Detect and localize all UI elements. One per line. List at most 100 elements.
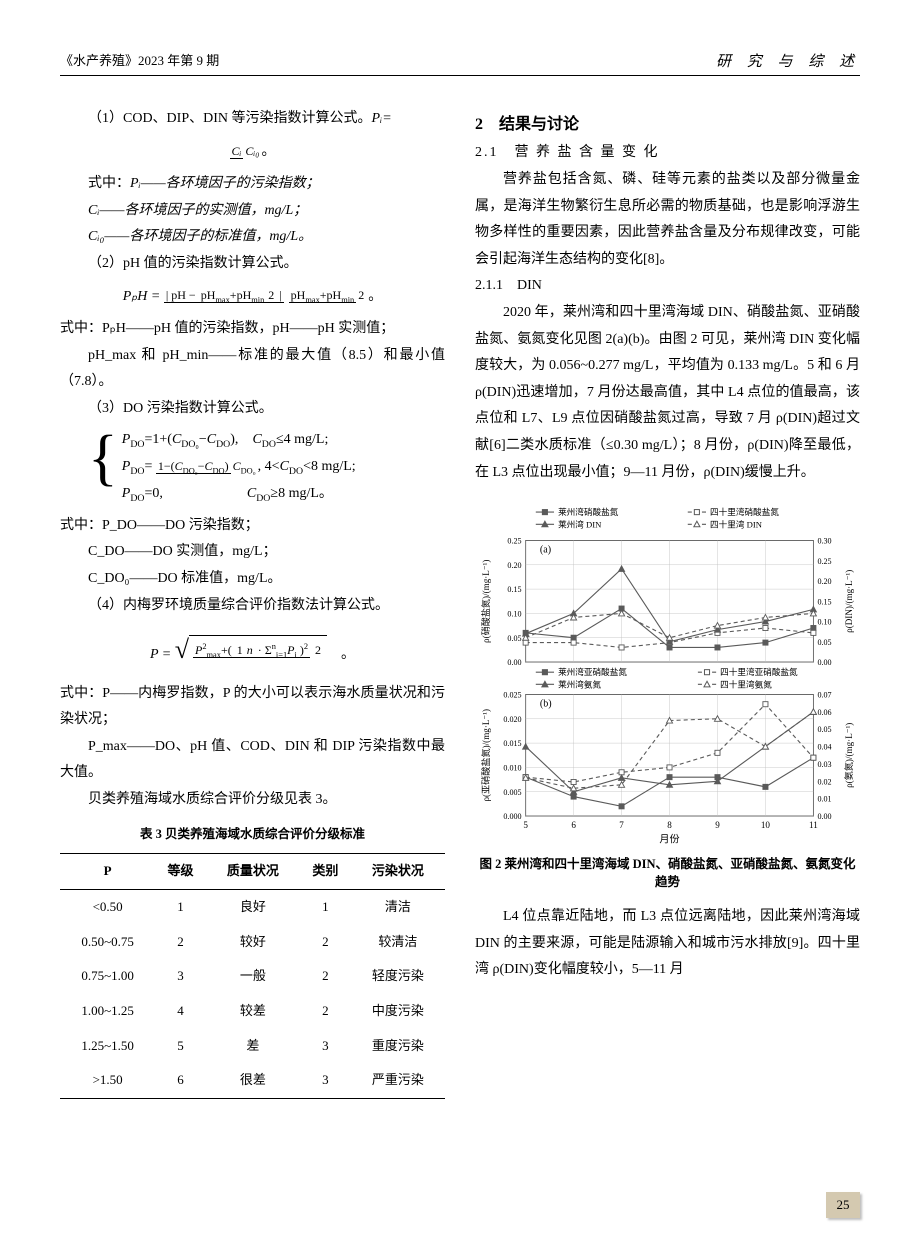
- svg-text:5: 5: [523, 820, 528, 830]
- table-cell: 0.75~1.00: [60, 959, 155, 994]
- formula-pph: PₚH = | pH − pHmax+pHmin2 | pHmax+pHmin2…: [60, 284, 445, 311]
- th-grade: 等级: [155, 854, 206, 890]
- table-cell: 严重污染: [351, 1063, 445, 1098]
- def-p: 式中：P——内梅罗指数，P 的大小可以表示海水质量状况和污染状况；: [60, 681, 445, 734]
- svg-text:四十里湾亚硝酸盐氮: 四十里湾亚硝酸盐氮: [720, 666, 798, 677]
- defs-block-1: 式中：Pᵢ——各环境因子的污染指数；: [60, 171, 445, 198]
- svg-text:0.010: 0.010: [503, 764, 521, 773]
- svg-text:0.15: 0.15: [817, 597, 831, 606]
- svg-text:7: 7: [619, 820, 624, 830]
- table-cell: <0.50: [60, 889, 155, 924]
- table-cell: 轻度污染: [351, 959, 445, 994]
- svg-text:(b): (b): [540, 699, 552, 710]
- table-3-lead: 贝类养殖海域水质综合评价分级见表 3。: [60, 787, 445, 814]
- svg-text:莱州湾亚硝酸盐氮: 莱州湾亚硝酸盐氮: [558, 666, 627, 677]
- table-cell: 5: [155, 1029, 206, 1064]
- svg-text:0.06: 0.06: [817, 708, 831, 717]
- table-cell: 3: [300, 1063, 351, 1098]
- svg-text:0.25: 0.25: [817, 557, 831, 566]
- svg-text:0.00: 0.00: [817, 658, 831, 667]
- def-phmaxmin: pH_max 和 pH_min——标准的最大值（8.5）和最小值（7.8）。: [60, 343, 445, 396]
- svg-text:9: 9: [715, 820, 720, 830]
- table-cell: 3: [155, 959, 206, 994]
- def-cdo0: C_DO₀——DO 标准值，mg/L。: [60, 566, 445, 593]
- table-cell: 较差: [206, 994, 300, 1029]
- figure-2: 莱州湾硝酸盐氮四十里湾硝酸盐氮莱州湾 DIN四十里湾 DIN0.000.050.…: [475, 504, 860, 848]
- svg-text:莱州湾硝酸盐氮: 莱州湾硝酸盐氮: [558, 506, 619, 517]
- svg-text:ρ(硝酸盐氮)/(mg·L⁻¹): ρ(硝酸盐氮)/(mg·L⁻¹): [480, 560, 491, 643]
- th-class: 类别: [300, 854, 351, 890]
- def-ci: Cᵢ——各环境因子的实测值，mg/L；: [60, 198, 445, 225]
- svg-text:(a): (a): [540, 545, 551, 556]
- table-cell: 较清洁: [351, 925, 445, 960]
- svg-text:0.20: 0.20: [817, 577, 831, 586]
- svg-text:0.10: 0.10: [507, 610, 521, 619]
- svg-text:月份: 月份: [659, 833, 679, 845]
- section-2-head: 2 结果与讨论: [475, 110, 860, 140]
- def-pmax: P_max——DO、pH 值、COD、DIN 和 DIP 污染指数中最大值。: [60, 734, 445, 787]
- section-name: 研 究 与 综 述: [716, 50, 860, 71]
- page-number: 25: [826, 1192, 860, 1218]
- page-header: 《水产养殖》2023 年第 9 期 研 究 与 综 述: [60, 50, 860, 76]
- svg-text:ρ(亚硝酸盐氮)/(mg·L⁻¹): ρ(亚硝酸盐氮)/(mg·L⁻¹): [480, 709, 491, 802]
- formula-pdo-cases: { PDO=1+(CDO₀−CDO), CDO≤4 mg/L; PDO= 1−(…: [88, 427, 445, 509]
- svg-text:11: 11: [809, 820, 818, 830]
- case-3: PDO=0, CDO≥8 mg/L。: [122, 481, 356, 508]
- section-2-1-head: 2.1 营 养 盐 含 量 变 化: [475, 140, 860, 167]
- svg-text:0.30: 0.30: [817, 537, 831, 546]
- th-p: P: [60, 854, 155, 890]
- table-cell: 很差: [206, 1063, 300, 1098]
- table-cell: 1.25~1.50: [60, 1029, 155, 1064]
- table-row: 0.50~0.752较好2较清洁: [60, 925, 445, 960]
- table-row: >1.506很差3严重污染: [60, 1063, 445, 1098]
- svg-text:10: 10: [761, 820, 771, 830]
- svg-text:6: 6: [571, 820, 576, 830]
- journal-issue: 《水产养殖》2023 年第 9 期: [60, 50, 219, 71]
- th-pollution: 污染状况: [351, 854, 445, 890]
- def-pdo: 式中：P_DO——DO 污染指数；: [60, 513, 445, 540]
- table-row: 1.25~1.505差3重度污染: [60, 1029, 445, 1064]
- left-brace-icon: {: [88, 427, 118, 509]
- figure-2-svg: 莱州湾硝酸盐氮四十里湾硝酸盐氮莱州湾 DIN四十里湾 DIN0.000.050.…: [475, 504, 860, 848]
- svg-text:0.00: 0.00: [507, 658, 521, 667]
- formula-pi: CᵢCᵢ₀。: [60, 139, 445, 166]
- table-cell: >1.50: [60, 1063, 155, 1098]
- table-row: <0.501良好1清洁: [60, 889, 445, 924]
- table-cell: 中度污染: [351, 994, 445, 1029]
- case-1: PDO=1+(CDO₀−CDO), CDO≤4 mg/L;: [122, 427, 356, 454]
- table-cell: 重度污染: [351, 1029, 445, 1064]
- table-3-title: 表 3 贝类养殖海域水质综合评价分级标准: [60, 823, 445, 847]
- right-column: 2 结果与讨论 2.1 营 养 盐 含 量 变 化 营养盐包括含氮、磷、硅等元素…: [475, 106, 860, 1109]
- svg-text:四十里湾 DIN: 四十里湾 DIN: [710, 518, 763, 529]
- table-cell: 4: [155, 994, 206, 1029]
- svg-text:ρ(氨氮)/(mg·L⁻¹): ρ(氨氮)/(mg·L⁻¹): [843, 723, 854, 788]
- table-cell: 0.50~0.75: [60, 925, 155, 960]
- formula-4-intro: （4）内梅罗环境质量综合评价指数法计算公式。: [60, 593, 445, 620]
- svg-text:0.02: 0.02: [817, 777, 831, 786]
- table-cell: 6: [155, 1063, 206, 1098]
- formula-3-intro: （3）DO 污染指数计算公式。: [60, 396, 445, 423]
- table-cell: 1: [155, 889, 206, 924]
- table-cell: 2: [300, 994, 351, 1029]
- para-l4l3: L4 位点靠近陆地，而 L3 点位远离陆地，因此莱州湾海域 DIN 的主要来源，…: [475, 904, 860, 984]
- table-cell: 1: [300, 889, 351, 924]
- svg-text:0.025: 0.025: [503, 691, 521, 700]
- table-cell: 较好: [206, 925, 300, 960]
- svg-text:0.05: 0.05: [817, 725, 831, 734]
- svg-text:四十里湾硝酸盐氮: 四十里湾硝酸盐氮: [710, 506, 779, 517]
- left-column: （1）COD、DIP、DIN 等污染指数计算公式。Pᵢ= CᵢCᵢ₀。 式中：P…: [60, 106, 445, 1109]
- para-din: 2020 年，莱州湾和四十里湾海域 DIN、硝酸盐氮、亚硝酸盐氮、氨氮变化见图 …: [475, 300, 860, 486]
- svg-text:ρ(DIN)/(mg·L⁻¹): ρ(DIN)/(mg·L⁻¹): [844, 570, 854, 633]
- two-column-layout: （1）COD、DIP、DIN 等污染指数计算公式。Pᵢ= CᵢCᵢ₀。 式中：P…: [60, 106, 860, 1109]
- table-row: 1.00~1.254较差2中度污染: [60, 994, 445, 1029]
- svg-text:0.15: 0.15: [507, 585, 521, 594]
- table-cell: 3: [300, 1029, 351, 1064]
- table-cell: 一般: [206, 959, 300, 994]
- figure-2-caption: 图 2 莱州湾和四十里湾海域 DIN、硝酸盐氮、亚硝酸盐氮、氨氮变化趋势: [475, 855, 860, 893]
- svg-text:莱州湾氨氮: 莱州湾氨氮: [558, 678, 601, 689]
- case-2: PDO= 1−(CDO₀−CDO)CDO₀, 4<CDO<8 mg/L;: [122, 454, 356, 481]
- svg-text:0.005: 0.005: [503, 788, 521, 797]
- table-cell: 2: [300, 959, 351, 994]
- svg-text:0.25: 0.25: [507, 537, 521, 546]
- svg-text:0.015: 0.015: [503, 739, 521, 748]
